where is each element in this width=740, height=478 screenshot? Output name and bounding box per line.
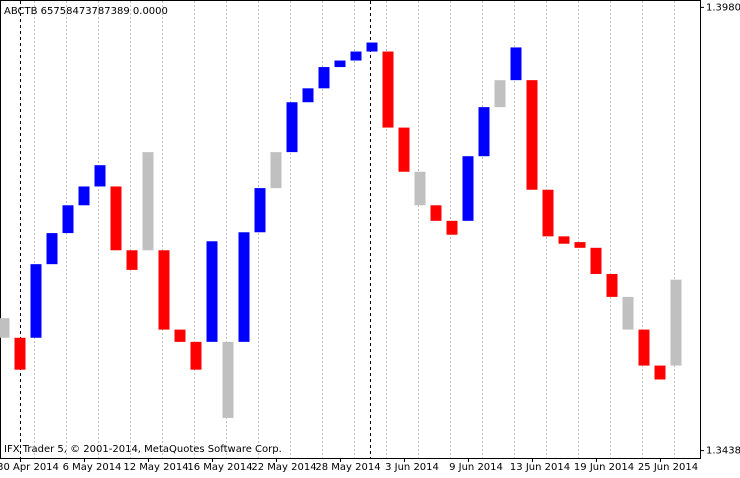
x-tick-label: 25 Jun 2014 <box>638 462 698 473</box>
x-tick-label: 6 May 2014 <box>63 462 122 473</box>
bar <box>574 242 586 248</box>
bar <box>46 233 58 265</box>
bar <box>350 51 362 61</box>
bar <box>446 220 458 235</box>
bar <box>190 341 202 370</box>
x-tick-label: 30 Apr 2014 <box>0 462 59 473</box>
bar <box>254 188 266 233</box>
bar <box>622 296 634 330</box>
bar <box>142 152 154 251</box>
bar <box>94 165 106 187</box>
bar <box>318 67 330 89</box>
bar <box>14 337 26 370</box>
bar <box>430 205 442 221</box>
x-tick-label: 16 May 2014 <box>187 462 252 473</box>
chart-title: ABCTB 65758473787389 0.0000 <box>4 6 168 17</box>
bar <box>78 186 90 206</box>
bar <box>542 189 554 237</box>
bar <box>158 250 170 330</box>
bars <box>0 42 682 418</box>
bar <box>222 341 234 418</box>
y-tick-label: 1.3980 <box>706 2 740 13</box>
bar <box>606 273 618 297</box>
bar <box>206 241 218 342</box>
bar <box>382 51 394 128</box>
x-tick-label: 12 May 2014 <box>123 462 188 473</box>
bar <box>558 236 570 244</box>
x-tick-label: 19 Jun 2014 <box>574 462 634 473</box>
bar <box>670 279 682 366</box>
bar <box>510 47 522 81</box>
bar <box>126 250 138 270</box>
bar <box>366 42 378 52</box>
x-tick-label: 22 May 2014 <box>251 462 316 473</box>
bar <box>654 365 666 380</box>
bar <box>398 127 410 172</box>
bar <box>302 88 314 103</box>
bar <box>478 107 490 157</box>
bar <box>462 156 474 221</box>
bar <box>638 329 650 366</box>
bar <box>414 171 426 206</box>
bar <box>62 205 74 234</box>
bar <box>526 80 538 190</box>
x-tick-label: 9 Jun 2014 <box>449 462 503 473</box>
x-tick-label: 13 Jun 2014 <box>510 462 570 473</box>
plot-frame <box>0 0 701 459</box>
bar <box>30 264 42 338</box>
bar <box>270 152 282 189</box>
bar <box>0 318 10 338</box>
bar <box>494 80 506 108</box>
y-tick-label: 1.3438 <box>706 446 740 457</box>
x-tick-label: 3 Jun 2014 <box>385 462 439 473</box>
bar <box>590 247 602 274</box>
bar <box>334 60 346 68</box>
bar <box>286 102 298 153</box>
bar <box>238 232 250 342</box>
x-tick-label: 28 May 2014 <box>315 462 380 473</box>
bar <box>110 186 122 251</box>
bar <box>174 329 186 342</box>
footer: IFX Trader 5, © 2001-2014, MetaQuotes So… <box>4 444 282 455</box>
